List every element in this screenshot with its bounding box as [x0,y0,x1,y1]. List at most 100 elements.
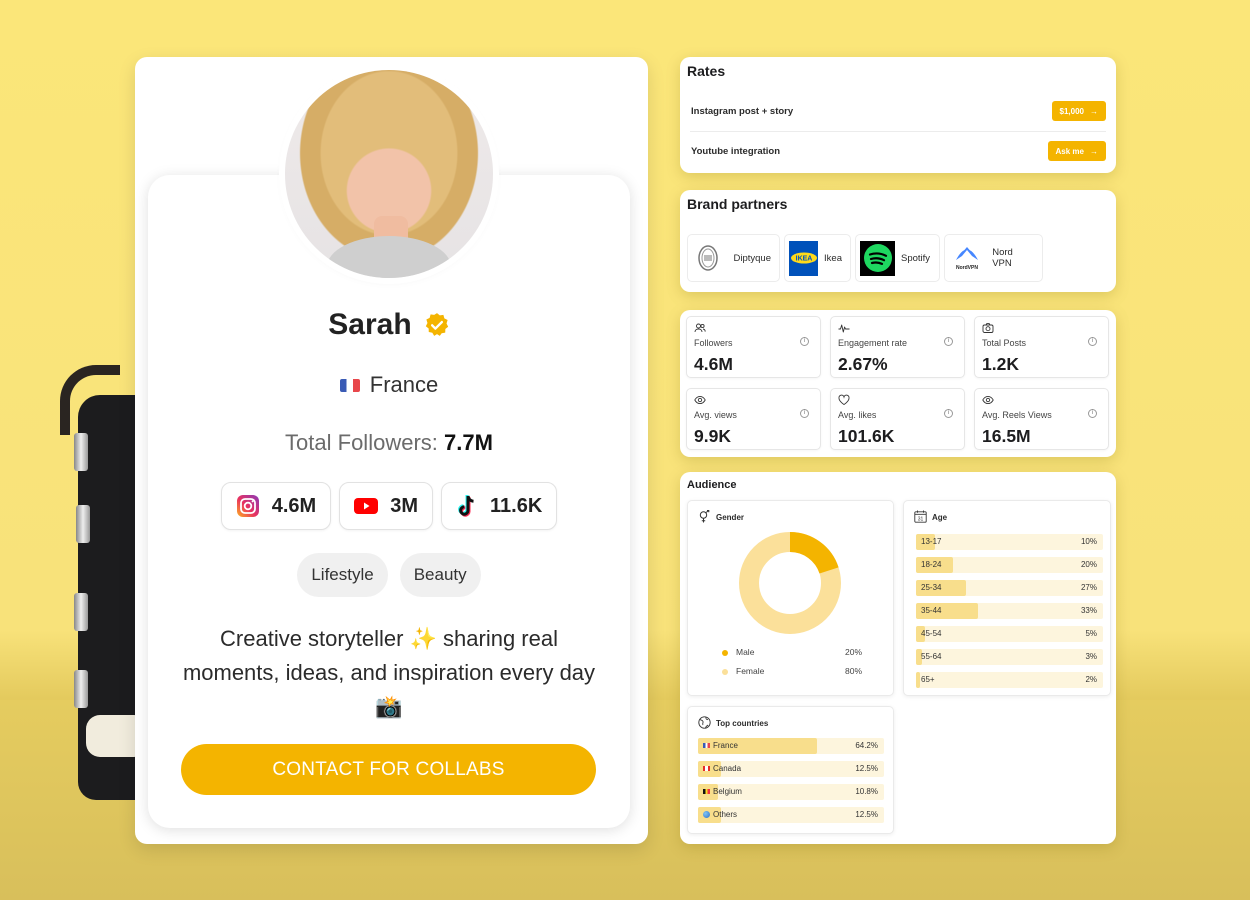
bar-label: France [703,741,738,750]
country-name: France [713,741,738,750]
female-dot-icon [722,668,728,675]
total-followers-label: Total Followers: [285,430,438,455]
stat-avg-likes: Avg. likes i 101.6K [830,388,965,450]
spotify-logo [860,240,895,276]
profile-name: Sarah [328,308,412,341]
age-bar-18-24: 18-24 20% [916,557,1103,573]
eye-icon [694,395,706,405]
total-followers-value: 7.7M [444,430,493,455]
audience-panel: Audience Gender Male 20% Female 80% 31 A… [680,472,1116,844]
legend-value: 80% [844,666,862,676]
age-bar-25-34: 25-34 27% [916,580,1103,596]
divider [690,131,1106,132]
country-name: Canada [713,764,742,773]
legend-female: Female 80% [722,666,862,676]
france-flag-icon [339,378,360,392]
stat-value: 1.2K [982,354,1019,374]
activity-icon [838,324,850,333]
bar-value: 3% [1085,652,1097,661]
stat-value: 16.5M [982,426,1031,446]
stat-total-posts: Total Posts i 1.2K [974,316,1109,378]
instagram-icon [236,495,259,517]
heart-icon [838,394,850,406]
gender-card: Gender Male 20% Female 80% [687,500,894,696]
social-tiktok[interactable]: 11.6K [441,482,558,530]
bar-value: 33% [1080,606,1097,615]
info-icon[interactable]: i [800,409,809,418]
country-bar-france: France 64.2% [698,738,884,754]
gender-icon [699,510,710,523]
bar-value: 5% [1085,629,1097,638]
stat-label: Avg. Reels Views [982,410,1052,420]
luggage-clip [74,433,88,471]
stat-label: Engagement rate [838,338,908,348]
stat-value: 2.67% [838,354,888,374]
rates-title: Rates [687,63,726,79]
brand-ikea[interactable]: IKEA Ikea [784,234,851,282]
brand-diptyque[interactable]: Diptyque [687,234,780,282]
social-youtube[interactable]: 3M [339,482,433,530]
legend-male: Male 20% [722,647,862,657]
bar-value: 10.8% [855,787,878,796]
profile-bio: Creative storyteller ✨ sharing real mome… [182,626,596,719]
top-countries-title: Top countries [716,719,769,728]
bar-label: 55-64 [921,652,942,661]
legend-label: Female [736,666,765,676]
brand-nordvpn[interactable]: NordVPN Nord VPN [944,234,1043,282]
audience-title: Audience [687,479,737,491]
belgium-flag-icon [703,789,710,795]
age-title: Age [932,513,948,522]
info-icon[interactable]: i [944,337,953,346]
bar-label: 13-17 [921,537,942,546]
stat-label: Total Posts [982,338,1027,348]
bar-value: 2% [1085,675,1097,684]
contact-for-collabs-button[interactable]: CONTACT FOR COLLABS [181,744,596,795]
info-icon[interactable]: i [1088,337,1097,346]
info-icon[interactable]: i [944,409,953,418]
bar-value: 20% [1080,560,1097,569]
nordvpn-logo: NordVPN [950,241,984,276]
rate-row-youtube: Youtube integration Ask me → [691,132,1106,170]
svg-text:31: 31 [918,517,924,523]
ask-me-button[interactable]: Ask me → [1047,141,1106,161]
bar-label: 65+ [921,675,935,684]
category-tags: Lifestyle Beauty [148,553,630,597]
brand-spotify[interactable]: Spotify [855,234,940,282]
rate-label: Instagram post + story [691,105,794,117]
info-icon[interactable]: i [1088,409,1097,418]
country-bar-canada: Canada 12.5% [698,761,884,777]
country-label: France [369,372,439,397]
bar-label: 35-44 [921,606,942,615]
stat-engagement-rate: Engagement rate i 2.67% [830,316,965,378]
rate-price-label: Ask me [1055,146,1084,156]
stat-avg-reels-views: Avg. Reels Views i 16.5M [974,388,1109,450]
tiktok-count: 11.6K [490,494,543,517]
male-dot-icon [722,649,728,656]
stat-value: 4.6M [694,354,733,374]
bar-value: 10% [1080,537,1097,546]
gender-title: Gender [716,513,745,522]
brand-name: Ikea [824,252,842,264]
tag-beauty: Beauty [399,553,481,597]
rate-price-button[interactable]: $1,000 → [1051,101,1106,121]
brand-name: Nord VPN [992,247,1013,269]
france-flag-icon [703,743,710,749]
country-bar-others: Others 12.5% [698,807,884,823]
verified-badge-icon [425,313,448,336]
luggage-handle [60,365,120,435]
tag-lifestyle: Lifestyle [297,553,388,597]
social-instagram[interactable]: 4.6M [220,482,332,530]
profile-country: France [148,372,630,398]
svg-text:IKEA: IKEA [795,256,812,263]
info-icon[interactable]: i [800,337,809,346]
bar-value: 12.5% [855,764,878,773]
age-bar-35-44: 35-44 33% [916,603,1103,619]
instagram-count: 4.6M [271,494,317,517]
brand-list: Diptyque IKEA Ikea Spotify NordVPN Nord … [687,234,1043,282]
rate-price-label: $1,000 [1059,106,1084,116]
profile-name-row: Sarah [148,308,630,342]
tiktok-icon [458,495,474,517]
stat-label: Followers [694,338,733,348]
brand-name: Diptyque [733,252,772,264]
bar-label: 18-24 [921,560,942,569]
